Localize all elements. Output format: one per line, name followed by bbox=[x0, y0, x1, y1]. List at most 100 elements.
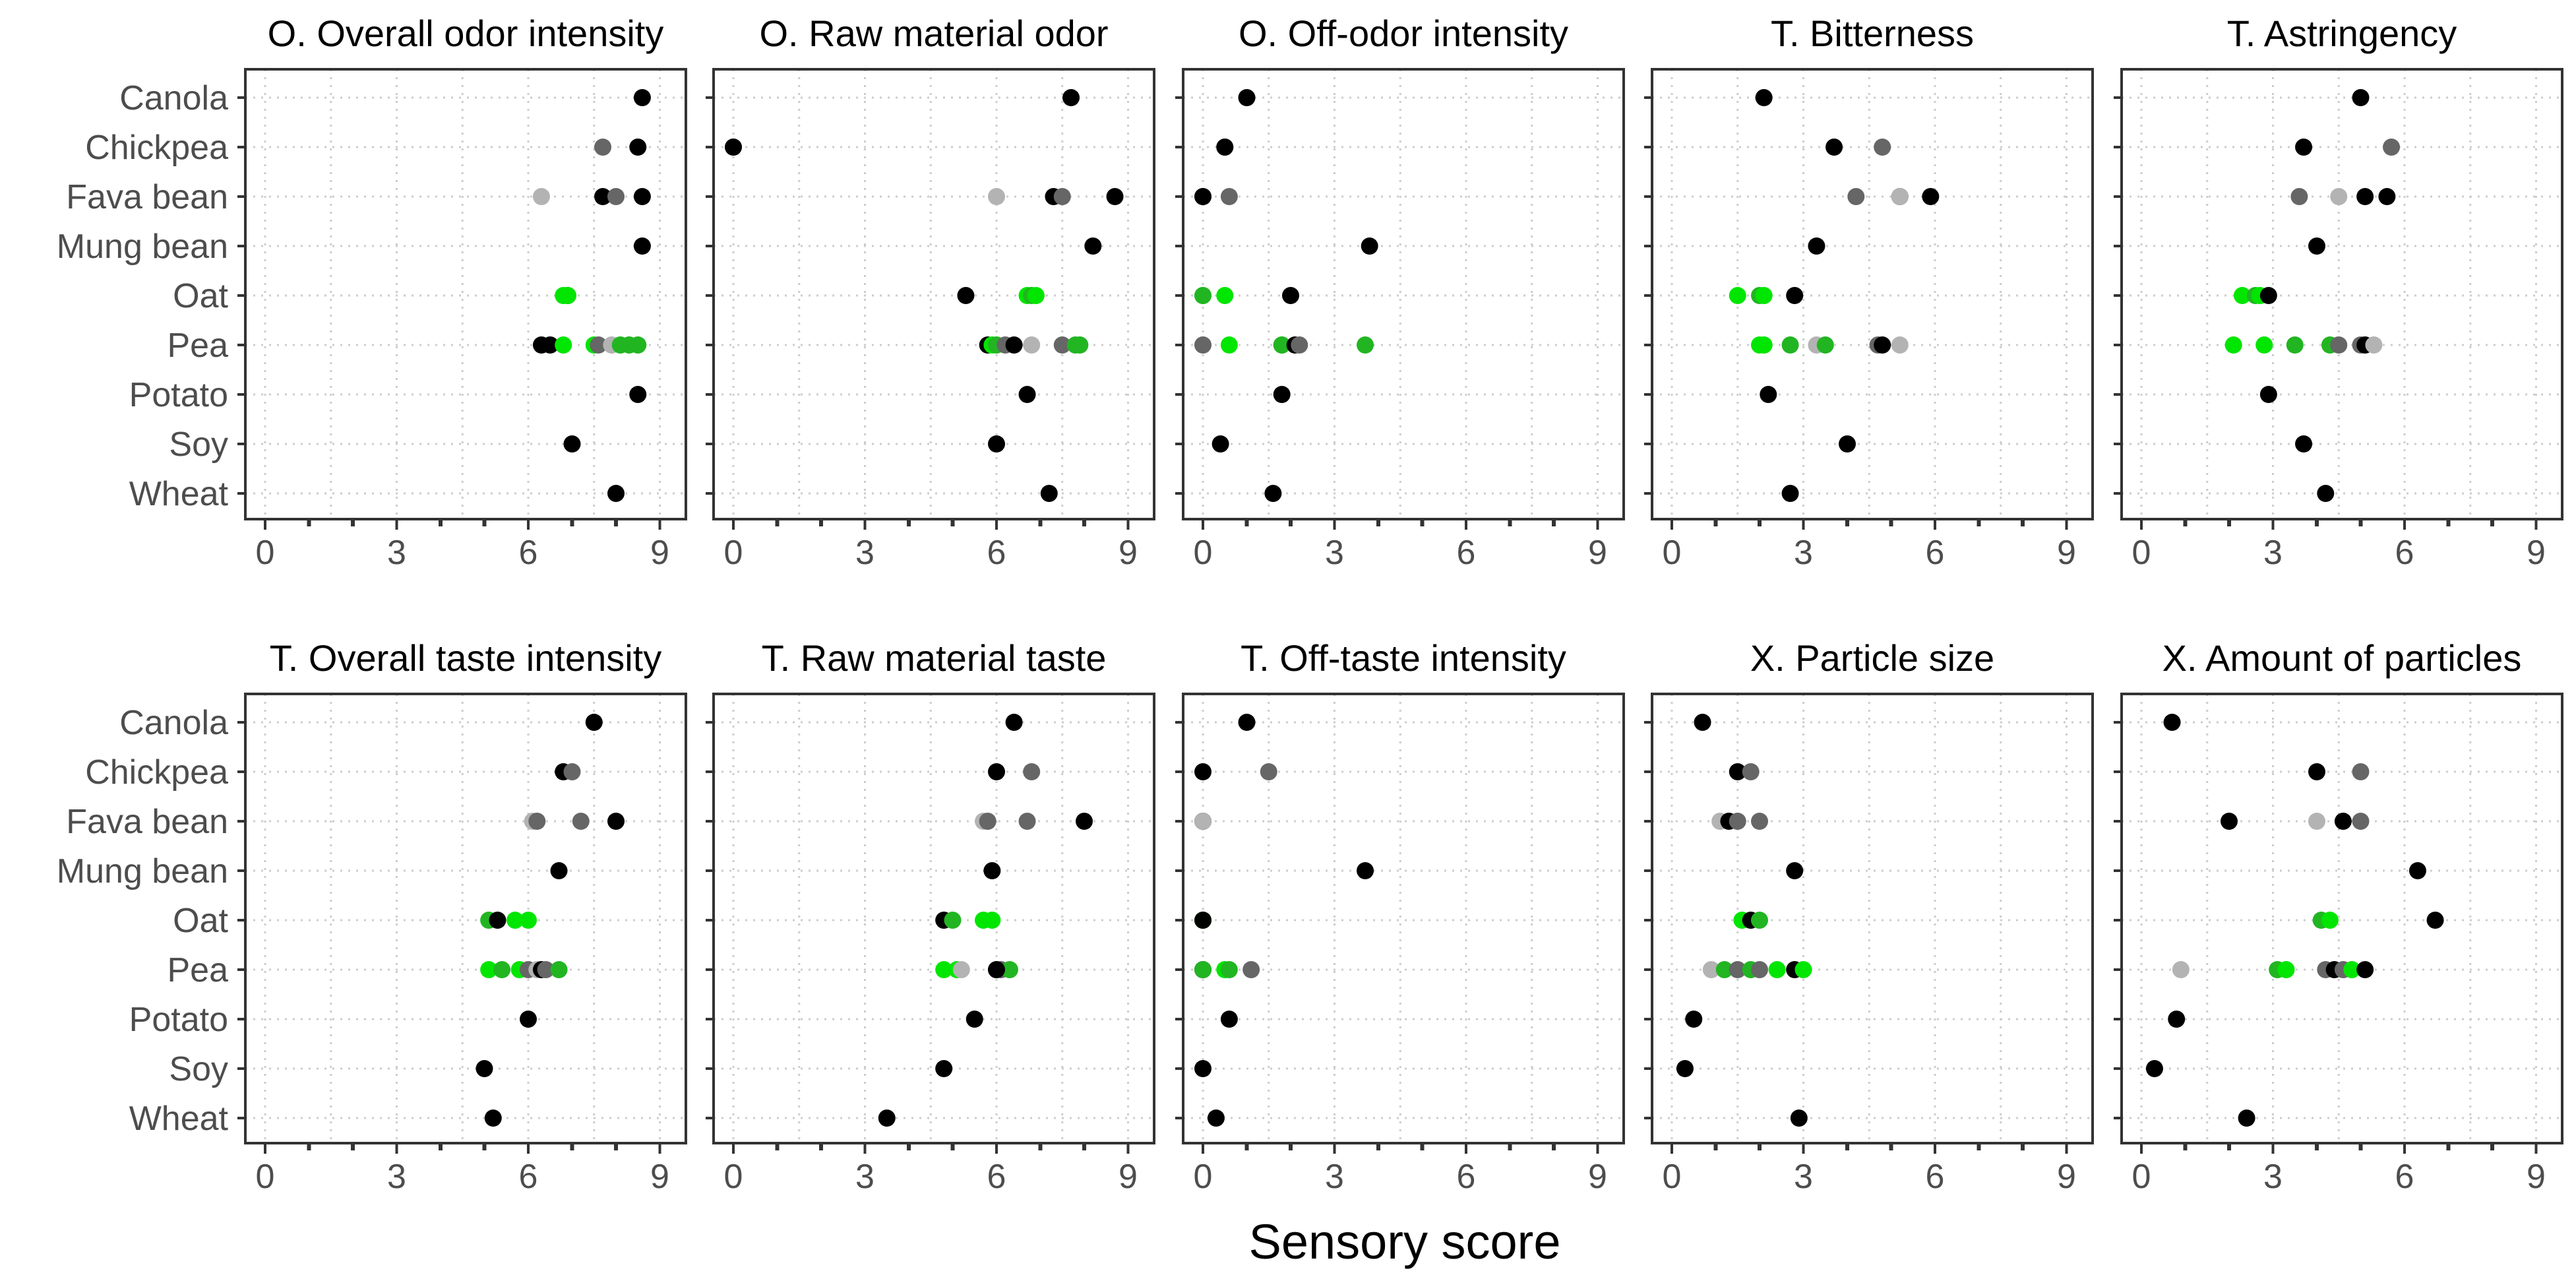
data-point bbox=[1238, 714, 1256, 731]
data-point bbox=[1729, 763, 1746, 780]
data-point bbox=[572, 813, 590, 830]
data-point bbox=[520, 1011, 537, 1028]
y-tick-label-soy: Soy bbox=[169, 1050, 228, 1088]
data-point bbox=[988, 188, 1005, 205]
x-tick-label: 6 bbox=[1926, 1158, 1945, 1196]
y-tick-label-potato: Potato bbox=[129, 376, 228, 414]
data-point bbox=[935, 961, 953, 978]
y-tick-label-wheat: Wheat bbox=[129, 475, 229, 513]
panel-title: T. Bitterness bbox=[1771, 13, 1974, 54]
data-point bbox=[559, 287, 576, 304]
x-tick-label: 6 bbox=[2395, 1158, 2414, 1196]
data-point bbox=[2426, 912, 2444, 929]
panel-frame bbox=[1182, 68, 1625, 520]
data-point bbox=[1291, 336, 1308, 354]
data-point bbox=[1005, 714, 1023, 731]
data-point bbox=[607, 813, 625, 830]
x-tick-label: 9 bbox=[1119, 1158, 1138, 1196]
data-point bbox=[475, 1060, 493, 1077]
panel-frame bbox=[2120, 68, 2563, 520]
data-point bbox=[2352, 763, 2370, 780]
data-point bbox=[1751, 912, 1768, 929]
data-point bbox=[2308, 813, 2325, 830]
data-point bbox=[1825, 139, 1843, 156]
data-point bbox=[2343, 961, 2361, 978]
data-point bbox=[532, 188, 550, 205]
panel-frame bbox=[1651, 693, 2094, 1144]
x-tick-label: 3 bbox=[1325, 534, 1344, 572]
panel-title: O. Off-odor intensity bbox=[1239, 13, 1568, 54]
data-point bbox=[1194, 912, 1211, 929]
data-point bbox=[1357, 862, 1374, 879]
data-point bbox=[2233, 287, 2251, 304]
data-point bbox=[1751, 813, 1768, 830]
panel-frame bbox=[244, 68, 687, 520]
data-point bbox=[2286, 336, 2304, 354]
data-point bbox=[480, 961, 498, 978]
data-point bbox=[1194, 813, 1211, 830]
x-tick-label: 3 bbox=[1794, 534, 1813, 572]
data-point bbox=[1264, 485, 1282, 502]
data-point bbox=[2308, 237, 2325, 255]
data-point bbox=[2330, 188, 2348, 205]
data-point bbox=[1023, 763, 1041, 780]
data-point bbox=[1220, 188, 1238, 205]
data-point bbox=[607, 188, 625, 205]
data-point bbox=[935, 1060, 953, 1077]
panel-3: O. Off-odor intensity 0 3 6 9 bbox=[1175, 13, 1625, 572]
x-tick-label: 6 bbox=[1457, 534, 1476, 572]
data-point bbox=[1874, 336, 1891, 354]
data-point bbox=[1194, 1060, 1211, 1077]
panel-8: T. Off-taste intensity 0 3 6 9 bbox=[1175, 637, 1625, 1196]
data-point bbox=[489, 912, 506, 929]
x-tick-label: 0 bbox=[1663, 534, 1682, 572]
data-point bbox=[1786, 287, 1804, 304]
data-point bbox=[629, 139, 647, 156]
data-point bbox=[1729, 961, 1746, 978]
y-tick-label-pea: Pea bbox=[167, 327, 228, 365]
data-point bbox=[878, 1109, 896, 1127]
y-tick-label-oat: Oat bbox=[173, 277, 228, 315]
data-point bbox=[2172, 961, 2190, 978]
data-point bbox=[585, 714, 603, 731]
data-point bbox=[1194, 763, 1211, 780]
data-point bbox=[2221, 813, 2238, 830]
panel-frame bbox=[2120, 693, 2563, 1144]
data-point bbox=[590, 336, 607, 354]
data-point bbox=[2238, 1109, 2255, 1127]
data-point bbox=[1194, 287, 1211, 304]
data-point bbox=[952, 961, 970, 978]
data-point bbox=[1000, 961, 1018, 978]
x-tick-label: 6 bbox=[2395, 534, 2414, 572]
panel-1: O. Overall odor intensity 0 3 6 9 Canola Chick… bbox=[57, 13, 687, 572]
data-point bbox=[988, 763, 1005, 780]
panel-10: X. Amount of particles 0 3 6 9 bbox=[2114, 637, 2563, 1196]
panel-title: O. Overall odor intensity bbox=[268, 13, 664, 54]
panel-title: T. Raw material taste bbox=[762, 637, 1107, 679]
x-tick-label: 3 bbox=[855, 1158, 874, 1196]
panel-frame bbox=[712, 68, 1155, 520]
data-point bbox=[594, 188, 612, 205]
x-tick-label: 0 bbox=[256, 1158, 275, 1196]
data-point bbox=[1685, 1011, 1703, 1028]
data-point bbox=[528, 813, 546, 830]
data-point bbox=[1755, 336, 1773, 354]
x-tick-label: 0 bbox=[1194, 534, 1213, 572]
data-point bbox=[629, 386, 647, 403]
y-tick-label-chickpea: Chickpea bbox=[85, 753, 228, 792]
data-point bbox=[1922, 188, 1940, 205]
data-point bbox=[1207, 1109, 1225, 1127]
data-point bbox=[2352, 89, 2370, 106]
x-tick-label: 6 bbox=[1926, 534, 1945, 572]
panel-frame bbox=[712, 693, 1155, 1144]
data-point bbox=[1755, 89, 1773, 106]
y-tick-label-chickpea: Chickpea bbox=[85, 129, 228, 167]
panel-frame bbox=[1182, 693, 1625, 1144]
panel-title: O. Raw material odor bbox=[759, 13, 1108, 54]
data-point bbox=[1071, 336, 1089, 354]
data-point bbox=[1729, 813, 1746, 830]
y-tick-label-fava-bean: Fava bean bbox=[66, 178, 228, 216]
data-point bbox=[1194, 961, 1211, 978]
data-point bbox=[1260, 763, 1277, 780]
data-point bbox=[550, 862, 568, 879]
